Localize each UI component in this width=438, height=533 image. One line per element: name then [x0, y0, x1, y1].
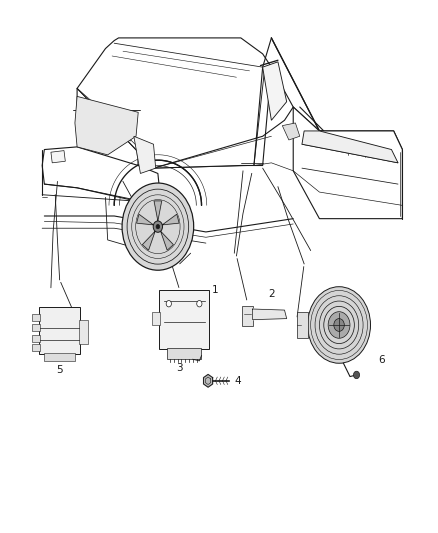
Text: 1: 1 — [211, 286, 218, 295]
Polygon shape — [134, 136, 155, 173]
Circle shape — [307, 287, 371, 364]
FancyBboxPatch shape — [39, 306, 80, 354]
Polygon shape — [302, 131, 398, 163]
Polygon shape — [162, 214, 179, 225]
Circle shape — [353, 371, 360, 378]
Text: 2: 2 — [268, 289, 275, 299]
Text: 3: 3 — [177, 363, 183, 373]
Polygon shape — [293, 107, 403, 219]
Bar — [44, 353, 75, 361]
Circle shape — [166, 301, 171, 307]
Circle shape — [156, 224, 160, 229]
Text: 4: 4 — [234, 376, 240, 386]
Text: 5: 5 — [57, 365, 63, 375]
Polygon shape — [253, 309, 287, 320]
Circle shape — [328, 312, 350, 338]
Polygon shape — [161, 231, 173, 250]
Circle shape — [334, 319, 344, 332]
Polygon shape — [283, 123, 300, 140]
Bar — [32, 335, 40, 342]
Text: 6: 6 — [378, 354, 385, 365]
Polygon shape — [142, 231, 155, 250]
Polygon shape — [204, 374, 212, 387]
Polygon shape — [263, 62, 287, 120]
Bar — [32, 344, 40, 351]
Bar — [152, 312, 160, 325]
Polygon shape — [154, 201, 162, 221]
Bar — [79, 320, 88, 344]
Polygon shape — [75, 96, 138, 155]
FancyBboxPatch shape — [159, 290, 209, 349]
Circle shape — [197, 301, 202, 307]
Polygon shape — [77, 38, 293, 168]
Bar — [242, 306, 253, 326]
Polygon shape — [137, 214, 153, 225]
Bar — [297, 312, 307, 338]
Circle shape — [153, 221, 162, 232]
Bar — [32, 314, 40, 321]
Bar — [167, 348, 201, 359]
Polygon shape — [51, 151, 65, 163]
Bar — [32, 325, 40, 332]
Polygon shape — [42, 147, 160, 200]
Circle shape — [122, 183, 194, 270]
